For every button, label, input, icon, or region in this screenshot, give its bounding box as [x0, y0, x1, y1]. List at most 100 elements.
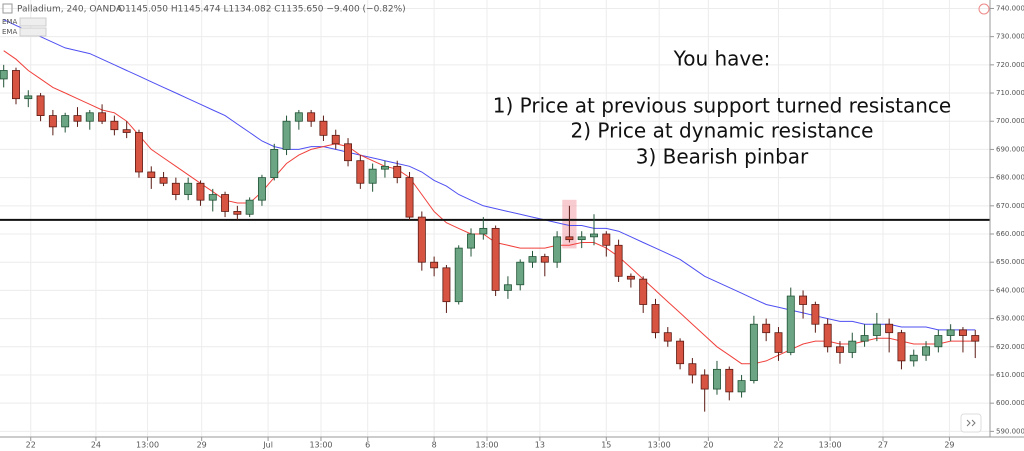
x-tick-label: 27 [878, 441, 888, 450]
y-tick-label: 660.000 [996, 230, 1024, 238]
clock-icon[interactable] [978, 3, 990, 15]
candle-body [565, 236, 574, 241]
candle-body [651, 304, 660, 334]
y-tick-label: 740.000 [996, 4, 1024, 12]
x-tick-label: 22 [26, 441, 36, 450]
y-tick-label: 730.000 [996, 33, 1024, 41]
candle-body [331, 134, 340, 145]
x-tick-label: 29 [944, 441, 954, 450]
candle-body [159, 177, 168, 184]
y-tick-label: 700.000 [996, 117, 1024, 125]
x-tick-label: 22 [773, 441, 783, 450]
candle-body [491, 227, 500, 291]
candle-body [454, 247, 463, 303]
candle-body [430, 261, 439, 269]
candle-body [700, 374, 709, 390]
y-tick-label: 590.000 [996, 427, 1024, 435]
x-tick-label: 13:00 [309, 441, 332, 450]
x-tick-label: 13 [535, 441, 545, 450]
candle-body [12, 70, 20, 100]
y-tick-label: 650.000 [996, 258, 1024, 266]
y-tick-label: 600.000 [996, 399, 1024, 407]
candle-body [442, 267, 451, 303]
ema-line [3, 50, 976, 365]
candle-body [749, 323, 758, 382]
candle-body [0, 70, 8, 80]
candle-body [885, 323, 894, 334]
candle-body [417, 216, 426, 263]
indicator-label[interactable]: EMA [2, 18, 17, 26]
candle-body [528, 256, 537, 263]
candle-body [762, 323, 771, 334]
y-tick-label: 670.000 [996, 202, 1024, 210]
candle-body [122, 129, 131, 133]
candle-body [737, 380, 746, 393]
y-tick-label: 680.000 [996, 174, 1024, 182]
candle-body [946, 329, 955, 336]
y-tick-label: 690.000 [996, 145, 1024, 153]
candle-body [85, 112, 94, 122]
candle-body [184, 182, 193, 195]
candle-body [73, 115, 82, 122]
candle-body [799, 295, 808, 305]
scroll-button[interactable] [960, 413, 982, 433]
x-tick-label: 6 [365, 441, 370, 450]
annotation: 1) Price at previous support turned resi… [493, 94, 951, 118]
candle-body [344, 143, 353, 162]
candle-body [835, 346, 844, 353]
candle-body [590, 233, 598, 238]
annotation: 2) Price at dynamic resistance [571, 119, 874, 143]
indicator-buttons[interactable] [19, 17, 47, 27]
candle-body [48, 115, 57, 128]
indicator-label[interactable]: EMA [2, 28, 17, 36]
candle-body [922, 346, 931, 356]
candle-body [774, 332, 783, 353]
axes: 590.000 600.000 610.000 620.000 630.000 640.0… [26, 4, 1024, 449]
candle-body [823, 323, 832, 348]
candle-body [614, 244, 623, 277]
x-tick-label: 13:00 [648, 441, 671, 450]
candle-body [725, 368, 734, 393]
candle-body [233, 211, 242, 215]
candle-body [221, 194, 230, 212]
candle-body [971, 335, 980, 342]
candle-body [380, 165, 389, 170]
annotation: 3) Bearish pinbar [636, 145, 809, 169]
candle-body [368, 168, 377, 184]
x-tick-label: 29 [197, 441, 207, 450]
candle-body [860, 335, 869, 342]
candle-body [405, 177, 414, 218]
candle-body [713, 368, 721, 390]
scroll-icon [966, 419, 976, 427]
candle-body [553, 236, 562, 263]
x-tick-label: 24 [91, 441, 101, 450]
y-tick-label: 720.000 [996, 61, 1024, 69]
candle-body [577, 236, 586, 241]
candle-body [602, 233, 611, 246]
x-tick-label: 13:00 [819, 441, 842, 450]
candle-body [503, 284, 512, 291]
candle-body [676, 340, 685, 365]
indicator-buttons[interactable] [19, 27, 47, 37]
candle-body [135, 132, 143, 173]
candle-body [24, 95, 33, 100]
candle-body [467, 233, 475, 249]
candle-body [98, 112, 107, 122]
x-tick-label: 20 [703, 441, 713, 450]
candle-body [270, 149, 279, 179]
candle-body [848, 340, 857, 353]
y-tick-label: 710.000 [996, 89, 1024, 97]
candle-body [639, 278, 648, 305]
candle-body [811, 304, 820, 325]
plot [0, 19, 990, 412]
candle-body [663, 332, 672, 342]
candle-body [540, 256, 549, 263]
symbol-icon[interactable] [2, 3, 13, 14]
ohlc-readout: O1145.050 H1145.474 L1134.082 C1135.650 … [118, 5, 406, 15]
candle-body [208, 194, 217, 201]
candle-body [872, 323, 881, 336]
candle-body [516, 261, 525, 286]
candle-body [393, 165, 402, 179]
